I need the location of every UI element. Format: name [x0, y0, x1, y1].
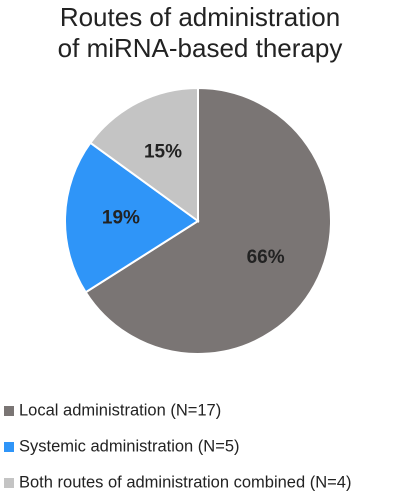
legend-label: Systemic administration (N=5) [19, 437, 240, 455]
data-label: 66% [247, 247, 285, 268]
pie-slice [84, 86, 332, 355]
legend-swatch [4, 442, 14, 452]
data-label: 19% [102, 208, 140, 229]
pie-slice [89, 86, 199, 223]
legend-label: Both routes of administration combined (… [19, 473, 351, 491]
pie-slice [64, 141, 200, 294]
legend-label: Local administration (N=17) [19, 401, 221, 419]
legend-swatch [4, 478, 14, 488]
chart-title: of miRNA-based therapy [58, 33, 343, 63]
data-label: 15% [144, 141, 182, 162]
legend-swatch [4, 406, 14, 416]
chart-title: Routes of administration [60, 2, 340, 32]
